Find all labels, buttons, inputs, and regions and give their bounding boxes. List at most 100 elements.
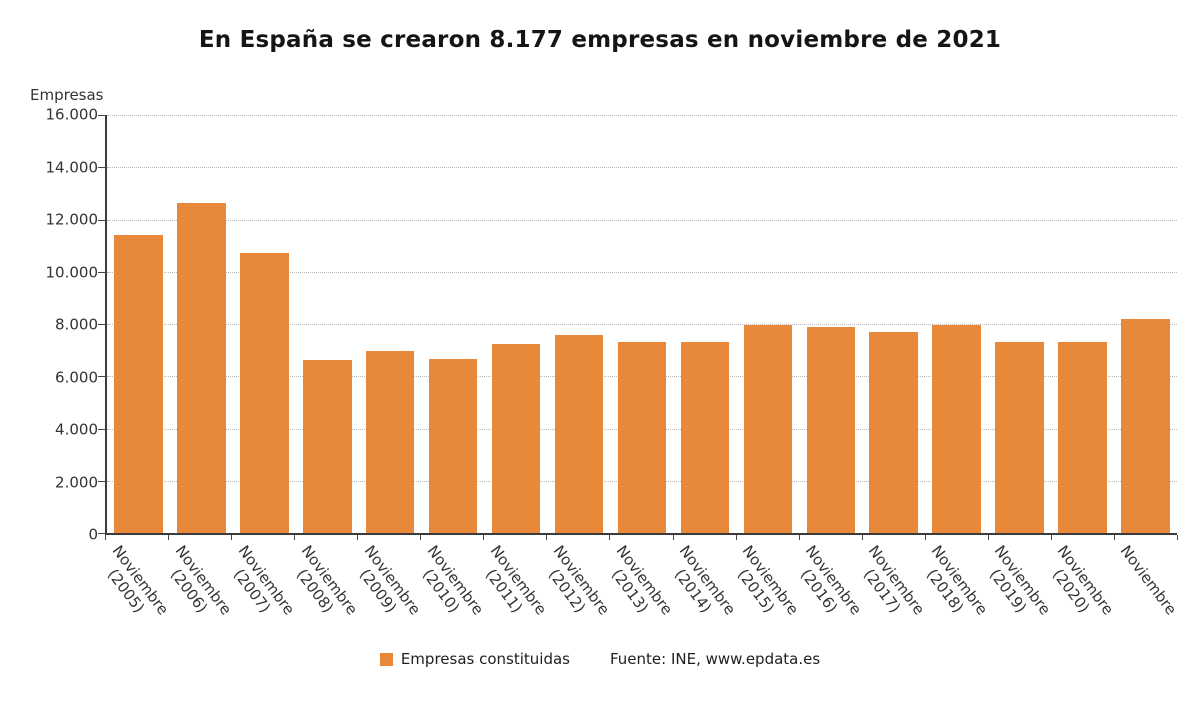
- bar-slot: [925, 115, 988, 533]
- x-tick-label: Noviembre (2020): [1049, 542, 1118, 619]
- x-tick: [1177, 535, 1178, 540]
- y-tick-label: 4.000: [55, 420, 98, 439]
- y-axis-title: Empresas: [30, 86, 104, 104]
- x-tick: [546, 535, 548, 540]
- bar[interactable]: [995, 341, 1044, 533]
- bar-slot: [736, 115, 799, 533]
- bar-slot: [988, 115, 1051, 533]
- x-tick: [924, 535, 926, 540]
- gridline: [107, 115, 1177, 116]
- bar-slot: [673, 115, 736, 533]
- bar-slot: [611, 115, 674, 533]
- x-tick-label: Noviembre (2018): [922, 542, 992, 619]
- bar-slot: [107, 115, 170, 533]
- x-tick: [105, 535, 106, 540]
- bar-slot: [485, 115, 548, 533]
- bar-slot: [1114, 115, 1177, 533]
- chart-title: En España se crearon 8.177 empresas en n…: [198, 27, 1002, 53]
- x-tick: [798, 535, 800, 540]
- x-tick-label: Noviembre (2012): [544, 542, 614, 619]
- y-tick-label: 16.000: [45, 105, 99, 124]
- bar[interactable]: [428, 358, 478, 533]
- x-tick: [420, 535, 422, 540]
- bar-slot: [170, 115, 233, 533]
- x-tick-label: Noviembre (2014): [670, 542, 740, 619]
- x-tick-label: Noviembre (2019): [985, 542, 1055, 619]
- x-ticks: [105, 535, 1178, 541]
- y-tick-label: 14.000: [45, 158, 99, 177]
- x-tick: [1113, 535, 1115, 540]
- gridline: [107, 219, 1177, 221]
- y-tick: [98, 271, 106, 273]
- x-tick-label: Noviembre (2007): [229, 542, 298, 619]
- y-tick-label: 8.000: [55, 315, 98, 334]
- legend: Empresas constituidas Fuente: INE, www.e…: [0, 650, 1200, 668]
- x-tick-label: Noviembre (2015): [733, 542, 803, 619]
- bar-slot: [296, 115, 359, 533]
- y-tick: [98, 480, 106, 482]
- source-text: Fuente: INE, www.epdata.es: [609, 650, 821, 668]
- x-tick-label: Noviembre (2013): [607, 542, 677, 619]
- bar[interactable]: [240, 253, 289, 533]
- bar-slot: [233, 115, 296, 533]
- bar-slot: [359, 115, 422, 533]
- bar[interactable]: [1121, 319, 1170, 533]
- x-tick: [672, 535, 674, 540]
- x-tick: [168, 535, 170, 540]
- y-tick: [98, 428, 106, 430]
- legend-item[interactable]: Empresas constituidas: [379, 650, 570, 668]
- plot-area: [98, 115, 1177, 535]
- x-tick: [609, 535, 611, 540]
- legend-label: Empresas constituidas: [400, 650, 570, 668]
- bar[interactable]: [743, 325, 793, 533]
- y-tick-label: 12.000: [45, 210, 99, 229]
- x-tick-label: Noviembre (2010): [418, 542, 488, 619]
- x-tick-label: Noviembre (2017): [859, 542, 929, 619]
- x-tick-label: Noviembre (2011): [481, 542, 551, 619]
- bar[interactable]: [680, 341, 730, 533]
- bar[interactable]: [365, 351, 415, 533]
- y-tick: [98, 115, 106, 116]
- bar[interactable]: [491, 343, 541, 533]
- x-tick: [735, 535, 737, 540]
- x-tick-label: Noviembre (2009): [355, 542, 425, 619]
- x-tick: [861, 535, 863, 540]
- bar[interactable]: [617, 341, 667, 533]
- bar[interactable]: [303, 359, 352, 533]
- x-tick-label: Noviembre (2016): [796, 542, 866, 619]
- bar-slot: [1051, 115, 1114, 533]
- gridline: [107, 324, 1177, 325]
- bar[interactable]: [114, 235, 163, 533]
- bar[interactable]: [806, 326, 855, 533]
- x-tick: [294, 535, 296, 540]
- y-tick-label: 0: [88, 525, 98, 544]
- y-tick-label: 6.000: [55, 368, 98, 387]
- x-axis-labels: Noviembre (2005) Noviembre (2006) Noviembre(…: [103, 542, 1181, 642]
- y-tick: [98, 324, 106, 325]
- bar[interactable]: [869, 331, 918, 533]
- x-tick: [987, 535, 989, 540]
- bar-slot: [422, 115, 485, 533]
- legend-swatch-icon: [379, 652, 393, 666]
- bars: [107, 115, 1177, 533]
- x-tick-label: Noviembre (2005): [103, 542, 172, 619]
- y-tick: [98, 533, 106, 534]
- y-tick-label: 2.000: [55, 473, 98, 492]
- x-tick-label: Noviembre (2006): [166, 542, 235, 619]
- bar[interactable]: [554, 334, 604, 533]
- x-tick-label: Noviembre (2008): [292, 542, 361, 619]
- x-tick: [483, 535, 485, 540]
- y-tick: [98, 376, 106, 378]
- y-tick: [98, 167, 106, 169]
- gridline: [107, 271, 1177, 273]
- x-tick-label: Noviembre: [1117, 542, 1181, 619]
- bar[interactable]: [177, 202, 226, 533]
- y-tick: [98, 219, 106, 221]
- bar[interactable]: [932, 324, 981, 533]
- bar-slot: [862, 115, 925, 533]
- bar-slot: [548, 115, 611, 533]
- gridline: [107, 167, 1177, 169]
- y-axis-labels: 0 2.000 4.000 6.000 8.000 10.000 12.000 14.000 1…: [18, 106, 99, 544]
- bar[interactable]: [1058, 341, 1107, 533]
